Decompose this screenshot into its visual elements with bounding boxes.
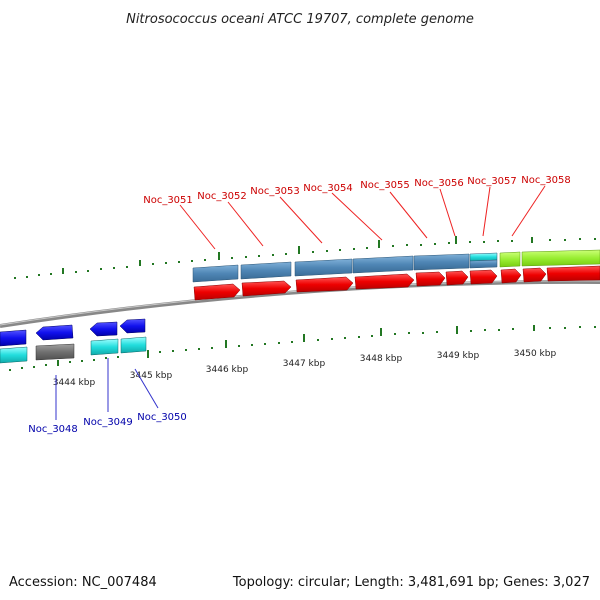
gene-block	[521, 249, 600, 267]
cds-arrow	[522, 267, 547, 283]
gene-block	[0, 346, 28, 364]
accession-label: Accession: NC_007484	[9, 575, 157, 590]
gene-block	[499, 251, 521, 268]
cds-arrow	[35, 324, 74, 341]
gene-label-noc-3048: Noc_3048	[28, 424, 78, 435]
cds-arrow	[415, 271, 446, 287]
gene-block	[192, 264, 239, 283]
bottom-label-leaders	[55, 358, 159, 420]
ruler-label: 3445 kbp	[130, 371, 173, 381]
ruler-label: 3444 kbp	[53, 378, 96, 388]
forward-cds-track	[193, 265, 600, 301]
gene-label-noc-3052: Noc_3052	[197, 191, 247, 202]
ruler-label: 3448 kbp	[360, 354, 403, 364]
gene-label-noc-3058: Noc_3058	[521, 175, 571, 186]
ruler-label: 3446 kbp	[206, 365, 249, 375]
gene-block	[35, 343, 75, 361]
cds-arrow	[469, 269, 498, 285]
inner-tick-ruler	[9, 325, 596, 371]
gene-block	[469, 252, 498, 262]
ruler-label: 3449 kbp	[437, 351, 480, 361]
outer-tick-ruler	[14, 236, 596, 279]
ruler-label: 3450 kbp	[514, 349, 557, 359]
cds-arrow	[119, 318, 146, 334]
gene-label-noc-3051: Noc_3051	[143, 195, 193, 206]
gene-label-noc-3053: Noc_3053	[250, 186, 300, 197]
gene-block	[90, 338, 119, 356]
top-label-leaders	[179, 185, 546, 250]
cds-arrow	[193, 283, 241, 301]
gene-label-noc-3050: Noc_3050	[137, 412, 187, 423]
ruler-label: 3447 kbp	[283, 359, 326, 369]
gene-block	[294, 258, 353, 277]
cds-arrow	[546, 265, 600, 282]
gene-block	[120, 336, 147, 354]
cds-arrow	[241, 280, 292, 297]
top-gene-labels: Noc_3051 Noc_3052 Noc_3053 Noc_3054 Noc_…	[143, 175, 571, 206]
cds-arrow	[89, 321, 118, 337]
reverse-cds-track	[0, 318, 146, 347]
gene-block	[469, 259, 498, 269]
cds-arrow	[500, 268, 522, 284]
cds-arrow	[295, 276, 354, 293]
genome-summary: Topology: circular; Length: 3,481,691 bp…	[232, 575, 590, 590]
cds-arrow	[445, 270, 469, 286]
map-title: Nitrosococcus oceani ATCC 19707, complet…	[126, 12, 474, 27]
gene-block	[352, 255, 414, 274]
cds-arrow	[0, 329, 27, 347]
gene-block	[413, 253, 470, 271]
gene-label-noc-3055: Noc_3055	[360, 180, 410, 191]
gene-block	[240, 261, 292, 280]
gene-label-noc-3049: Noc_3049	[83, 417, 133, 428]
ruler-labels: 3444 kbp 3445 kbp 3446 kbp 3447 kbp 3448…	[53, 349, 557, 388]
gene-label-noc-3056: Noc_3056	[414, 178, 464, 189]
gene-label-noc-3054: Noc_3054	[303, 183, 353, 194]
bottom-gene-labels: Noc_3048 Noc_3049 Noc_3050	[28, 412, 187, 435]
forward-gene-track	[192, 249, 600, 283]
cds-arrow	[354, 273, 415, 290]
gene-label-noc-3057: Noc_3057	[467, 176, 517, 187]
reverse-gene-track	[0, 336, 147, 364]
